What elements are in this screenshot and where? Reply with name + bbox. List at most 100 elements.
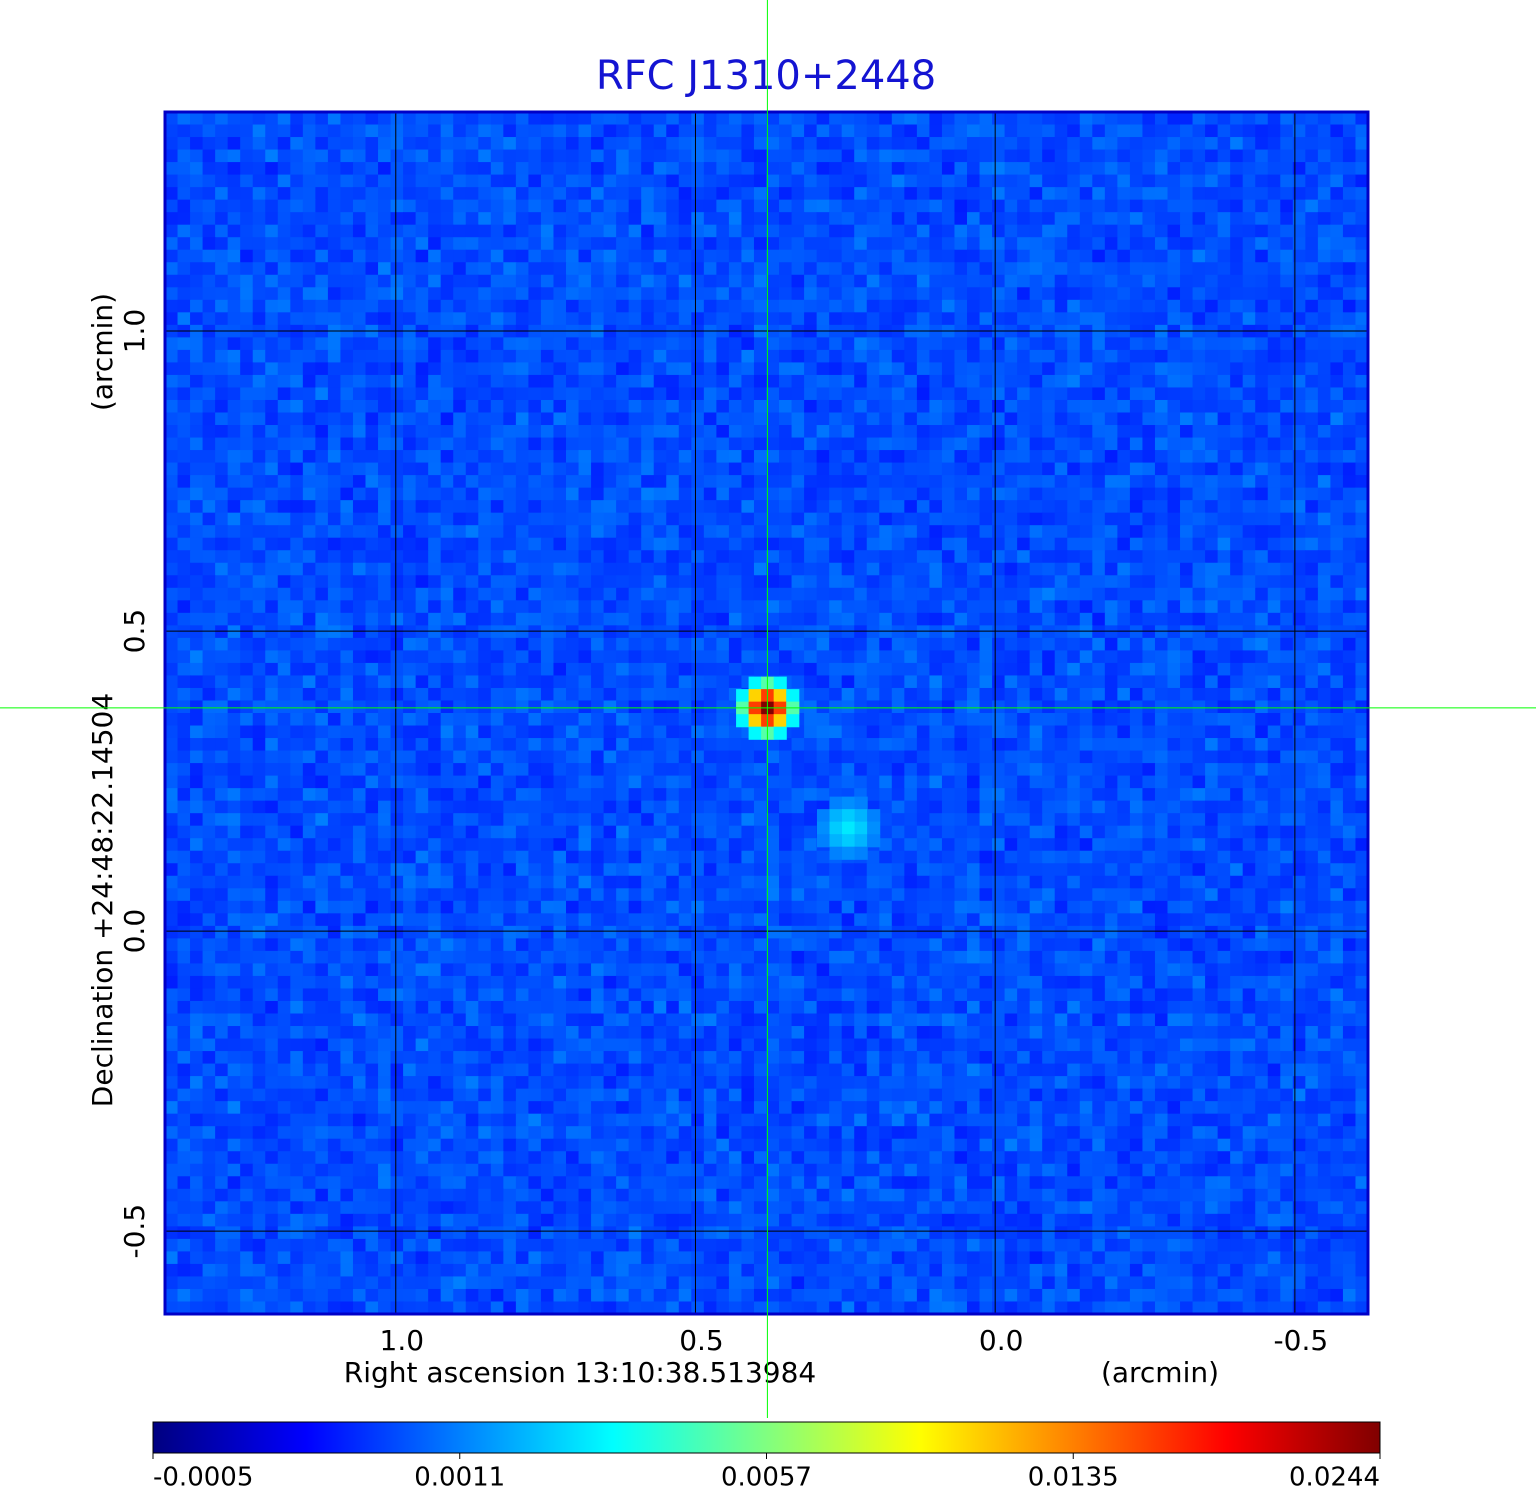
noise-pixel [916, 249, 931, 263]
noise-pixel [1067, 299, 1081, 313]
noise-pixel [1079, 437, 1093, 451]
noise-pixel [528, 575, 542, 589]
noise-pixel [453, 237, 467, 251]
noise-pixel [666, 462, 680, 476]
noise-pixel [428, 425, 442, 439]
noise-pixel [1267, 287, 1281, 301]
noise-pixel [716, 149, 730, 163]
noise-pixel [252, 675, 266, 689]
noise-pixel [1067, 149, 1081, 163]
noise-pixel [1017, 174, 1031, 188]
noise-pixel [1305, 174, 1319, 188]
noise-pixel [1242, 162, 1256, 176]
noise-pixel [378, 450, 392, 464]
noise-pixel [465, 462, 479, 476]
noise-pixel [1004, 262, 1018, 276]
noise-pixel [1067, 124, 1081, 138]
noise-pixel [515, 399, 530, 414]
noise-pixel [340, 750, 354, 764]
noise-pixel [1217, 637, 1231, 651]
noise-pixel [190, 412, 204, 426]
noise-pixel [766, 625, 780, 639]
noise-pixel [1255, 349, 1269, 364]
noise-pixel [553, 425, 567, 439]
noise-pixel [240, 287, 254, 301]
noise-pixel [741, 112, 755, 126]
noise-pixel [1330, 287, 1344, 301]
noise-pixel [1104, 562, 1118, 576]
noise-pixel [628, 450, 642, 464]
noise-pixel [678, 224, 692, 238]
noise-pixel [716, 725, 730, 739]
noise-pixel [791, 550, 805, 564]
noise-pixel [578, 500, 592, 514]
noise-pixel [653, 462, 667, 476]
noise-pixel [603, 287, 617, 301]
noise-pixel [365, 437, 379, 451]
noise-pixel [1230, 462, 1244, 476]
noise-pixel [992, 587, 1006, 601]
noise-pixel [1342, 287, 1357, 301]
noise-pixel [1104, 174, 1118, 188]
noise-pixel [428, 399, 442, 414]
noise-pixel [277, 562, 291, 576]
noise-pixel [528, 600, 542, 614]
noise-pixel [365, 224, 379, 238]
noise-pixel [302, 349, 316, 364]
noise-pixel [1180, 187, 1194, 201]
noise-pixel [1129, 512, 1144, 526]
noise-pixel [628, 475, 642, 489]
noise-pixel [1342, 625, 1357, 639]
noise-pixel [465, 687, 479, 702]
noise-pixel [453, 562, 467, 576]
noise-pixel [453, 112, 467, 126]
noise-pixel [327, 199, 342, 213]
noise-pixel [1217, 750, 1231, 764]
noise-pixel [992, 537, 1006, 551]
noise-pixel [879, 162, 893, 176]
noise-pixel [879, 199, 893, 213]
noise-pixel [252, 287, 266, 301]
noise-pixel [403, 312, 417, 326]
noise-pixel [716, 562, 730, 576]
noise-pixel [190, 525, 204, 539]
noise-pixel [628, 738, 642, 752]
noise-pixel [352, 187, 367, 201]
noise-pixel [227, 349, 241, 364]
noise-pixel [1067, 450, 1081, 464]
noise-pixel [1217, 124, 1231, 138]
noise-pixel [465, 612, 479, 626]
noise-pixel [465, 625, 479, 639]
noise-pixel [616, 662, 630, 677]
noise-pixel [841, 487, 855, 501]
noise-pixel [453, 274, 467, 288]
noise-pixel [591, 187, 605, 201]
noise-pixel [315, 399, 329, 414]
noise-pixel [1129, 650, 1144, 664]
noise-pixel [478, 650, 492, 664]
noise-pixel [1067, 462, 1081, 476]
noise-pixel [252, 112, 266, 126]
noise-pixel [1280, 475, 1294, 489]
noise-pixel [891, 725, 905, 739]
noise-pixel [1054, 738, 1068, 752]
noise-pixel [691, 437, 705, 451]
noise-pixel [1154, 462, 1169, 476]
noise-pixel [465, 738, 479, 752]
noise-pixel [1267, 587, 1281, 601]
noise-pixel [365, 399, 379, 414]
noise-pixel [240, 750, 254, 764]
noise-pixel [1192, 637, 1206, 651]
noise-pixel [954, 662, 968, 677]
noise-pixel [478, 262, 492, 276]
noise-pixel [1330, 650, 1344, 664]
noise-pixel [1255, 750, 1269, 764]
noise-pixel [515, 387, 530, 401]
noise-pixel [841, 512, 855, 526]
noise-pixel [1242, 262, 1256, 276]
noise-pixel [290, 525, 304, 539]
noise-pixel [967, 475, 981, 489]
noise-pixel [566, 149, 580, 163]
noise-pixel [365, 349, 379, 364]
noise-pixel [1142, 562, 1156, 576]
